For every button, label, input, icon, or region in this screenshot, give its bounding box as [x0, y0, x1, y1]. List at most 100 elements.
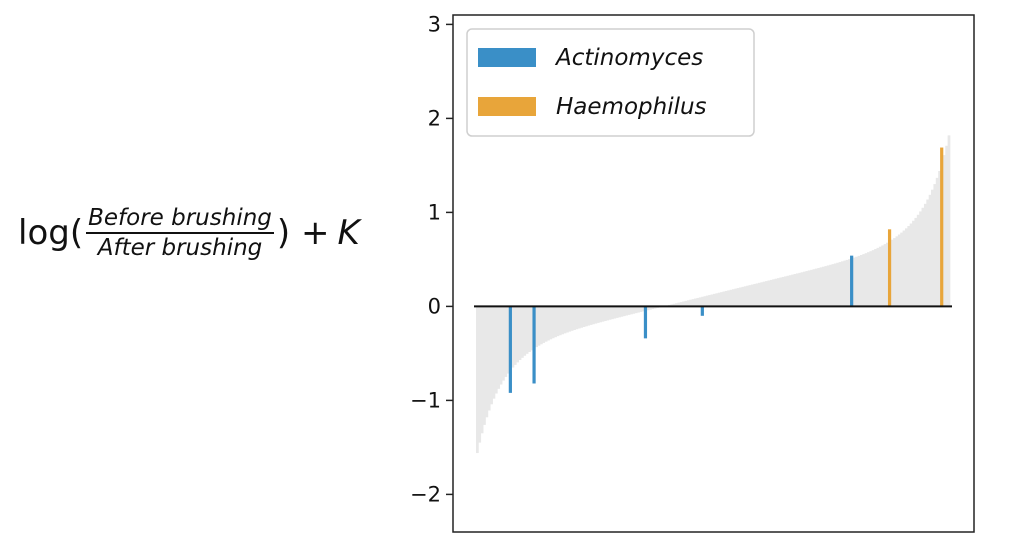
legend-swatch [478, 48, 536, 67]
haemophilus-bar [887, 229, 892, 307]
background-bar [893, 238, 896, 307]
background-bar [878, 246, 882, 307]
background-bar [774, 278, 778, 307]
background-bar [897, 234, 901, 307]
background-bar [601, 306, 605, 322]
background-bar [743, 286, 747, 307]
background-bar [909, 223, 913, 307]
background-bar [916, 214, 920, 307]
background-bar [691, 299, 695, 307]
background-bar [646, 306, 650, 311]
background-bar [807, 270, 811, 307]
background-bar [710, 294, 714, 307]
background-bar [544, 306, 548, 342]
background-bar [528, 306, 531, 352]
background-bar [900, 232, 903, 307]
background-bar [883, 244, 887, 307]
background-bar [675, 303, 678, 307]
background-bar [487, 306, 491, 411]
background-bar [620, 306, 624, 317]
background-bar [881, 245, 884, 307]
background-bar [765, 281, 768, 307]
background-bar [594, 306, 598, 324]
background-bar [793, 274, 797, 307]
background-bar [547, 306, 550, 341]
background-bar [696, 297, 700, 307]
background-bar [876, 247, 880, 307]
background-bar [556, 306, 560, 337]
background-bar [729, 289, 733, 307]
background-bar [852, 257, 856, 307]
background-bar [836, 262, 839, 307]
background-bar [805, 271, 809, 307]
background-bar [788, 275, 792, 307]
background-bar [758, 282, 761, 307]
background-bar [817, 267, 820, 307]
background-bar [570, 306, 574, 331]
background-bar [483, 306, 486, 425]
background-bar [686, 300, 690, 307]
background-bar [632, 306, 636, 314]
background-bar [694, 298, 697, 307]
background-bar [791, 274, 794, 307]
background-bar [810, 269, 813, 307]
background-bar [736, 288, 740, 307]
background-bar [506, 306, 510, 374]
background-bar [720, 292, 723, 307]
background-bar [502, 306, 505, 381]
y-tick-label: −1 [410, 388, 441, 412]
background-bar [525, 306, 529, 354]
background-bar [476, 306, 479, 454]
background-bar [838, 262, 842, 307]
background-bar [741, 286, 745, 307]
background-bar [689, 299, 693, 307]
background-bar [739, 287, 742, 307]
y-tick-label: 1 [428, 200, 441, 224]
background-bar [784, 276, 787, 307]
background-bar [779, 277, 783, 307]
background-bar [890, 239, 894, 307]
background-bar [803, 271, 806, 307]
background-bar [931, 189, 934, 307]
background-bar [859, 255, 863, 307]
background-bar [857, 255, 861, 307]
background-bar [634, 306, 638, 314]
background-bar [492, 306, 496, 399]
actinomyces-bar [508, 306, 512, 393]
background-bar [746, 285, 749, 307]
background-bar [848, 259, 851, 307]
background-bar [760, 282, 764, 307]
background-bar [573, 306, 576, 330]
y-tick-label: 0 [428, 294, 441, 318]
background-bar [577, 306, 581, 329]
y-axis-label: log( Before brushing After brushing ) + … [18, 198, 360, 268]
background-bar [926, 199, 930, 307]
y-axis-ticks: 3 2 1 0 −1 −2 [410, 12, 453, 506]
background-bar [499, 306, 503, 385]
background-bar [845, 259, 849, 307]
background-bar [869, 251, 873, 307]
background-bar [554, 306, 557, 338]
background-bar [938, 171, 941, 307]
y-label-suffix: ) + [276, 213, 330, 253]
background-bar [618, 306, 621, 318]
background-bar [767, 280, 771, 307]
background-bars [476, 135, 951, 454]
background-bar [819, 267, 823, 307]
background-bar [587, 306, 591, 326]
background-bar [748, 285, 752, 307]
background-bar [942, 155, 946, 307]
background-bar [862, 254, 866, 307]
background-bar [703, 296, 707, 307]
background-bar [727, 290, 730, 307]
background-bar [478, 306, 482, 443]
background-bar [914, 217, 918, 307]
background-bar [566, 306, 569, 333]
background-bar [613, 306, 617, 319]
background-bar [558, 306, 562, 336]
y-tick-label: −2 [410, 482, 441, 506]
background-bar [653, 306, 657, 309]
background-bar [542, 306, 546, 343]
legend: Actinomyces Haemophilus [466, 28, 755, 137]
